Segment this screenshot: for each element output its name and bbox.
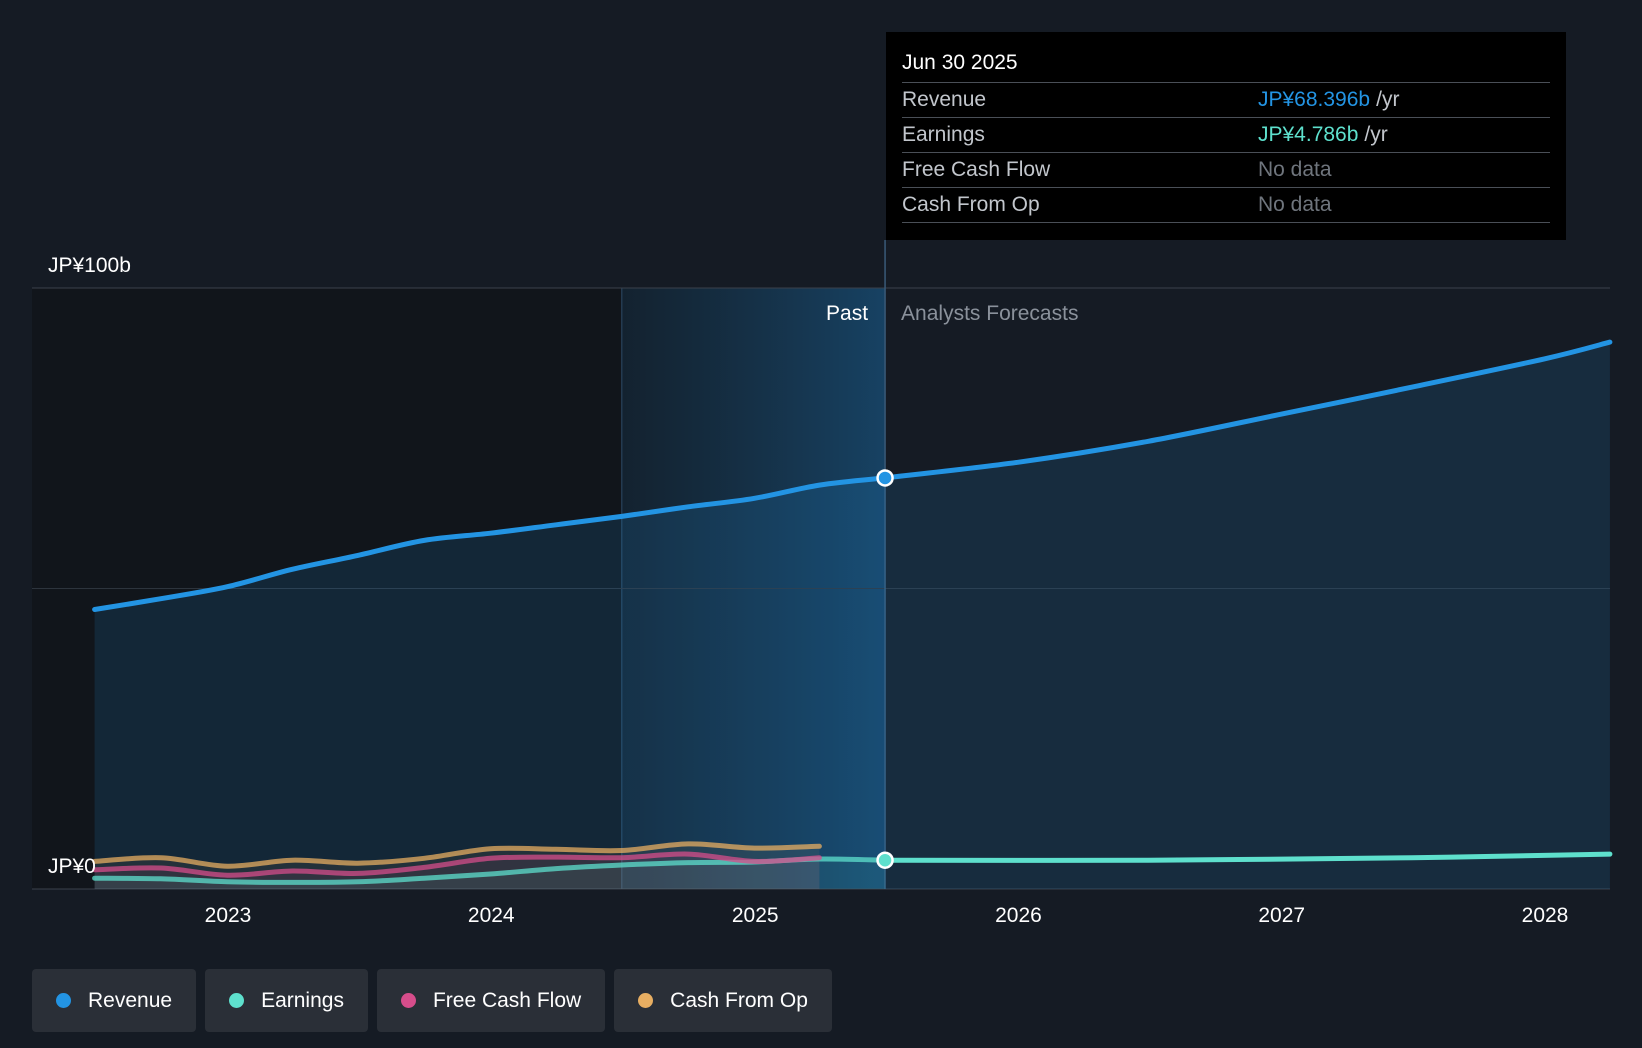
tooltip-row-earnings: Earnings JP¥4.786b/yr	[902, 118, 1550, 153]
legend-item-earnings[interactable]: Earnings	[205, 969, 368, 1032]
free-cash-flow-dot-icon	[400, 993, 416, 1008]
tooltip-value: No data	[1258, 158, 1332, 181]
x-tick-label: 2025	[732, 904, 779, 927]
legend-label: Revenue	[88, 988, 173, 1012]
legend-item-free-cash-flow[interactable]: Free Cash Flow	[376, 969, 606, 1032]
legend-item-revenue[interactable]: Revenue	[32, 969, 197, 1032]
legend-label: Earnings	[261, 988, 344, 1012]
legend-item-cash-from-op[interactable]: Cash From Op	[614, 969, 832, 1032]
y-axis-label: JP¥100b	[48, 254, 131, 277]
tooltip-label: Earnings	[902, 123, 985, 146]
cash-from-op-line	[92, 841, 822, 869]
tooltip-unit: /yr	[1364, 123, 1388, 146]
revenue-marker	[876, 469, 894, 487]
revenue-line	[92, 475, 888, 612]
tooltip-unit: /yr	[1376, 88, 1400, 111]
revenue-forecast-line	[882, 339, 1613, 481]
past-label: Past	[826, 302, 868, 325]
tooltip-value: JP¥4.786b	[1258, 123, 1359, 146]
x-tick-label: 2024	[468, 904, 515, 927]
legend-label: Cash From Op	[670, 988, 808, 1012]
tooltip-date: Jun 30 2025	[902, 46, 1550, 83]
x-tick-label: 2028	[1522, 904, 1569, 927]
legend: Revenue Earnings Free Cash Flow Cash Fro…	[32, 969, 841, 1032]
tooltip-value: No data	[1258, 193, 1332, 216]
cash-from-op-dot-icon	[638, 993, 654, 1008]
earnings-marker	[876, 851, 894, 869]
tooltip-row-free-cash-flow: Free Cash Flow No data	[902, 153, 1550, 188]
x-tick-label: 2023	[205, 904, 252, 927]
earnings-area	[94, 858, 886, 889]
x-tick-label: 2026	[995, 904, 1042, 927]
legend-label: Free Cash Flow	[432, 988, 582, 1012]
tooltip-value: JP¥68.396b	[1258, 88, 1371, 111]
tooltip-label: Revenue	[902, 88, 987, 111]
tooltip-row-cash-from-op: Cash From Op No data	[902, 188, 1550, 223]
x-tick-label: 2027	[1258, 904, 1305, 927]
tooltip-label: Free Cash Flow	[902, 158, 1051, 181]
revenue-area	[94, 342, 1610, 890]
tooltip-row-revenue: Revenue JP¥68.396b/yr	[902, 83, 1550, 118]
y-axis-label: JP¥0	[48, 855, 96, 878]
tooltip-label: Cash From Op	[902, 193, 1040, 216]
forecast-label: Analysts Forecasts	[901, 302, 1078, 325]
earnings-forecast-line	[882, 851, 1613, 863]
revenue-dot-icon	[56, 993, 71, 1008]
free-cash-flow-line	[92, 851, 822, 878]
earnings-dot-icon	[229, 993, 245, 1008]
tooltip: Jun 30 2025 Revenue JP¥68.396b/yr Earnin…	[886, 32, 1566, 240]
